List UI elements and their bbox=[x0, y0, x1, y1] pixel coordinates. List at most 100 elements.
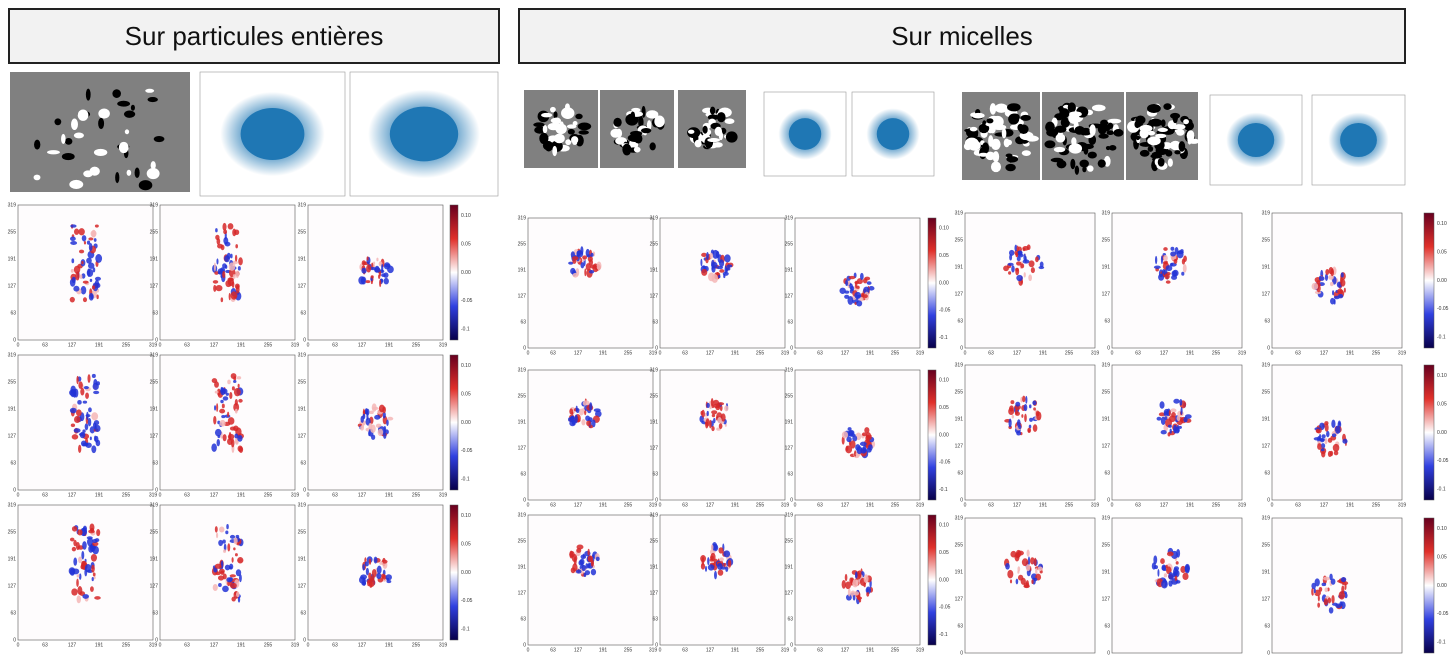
pattern-blob bbox=[80, 286, 87, 295]
colorbar-tick-label: 0.05 bbox=[461, 241, 471, 247]
pattern-blob bbox=[1327, 450, 1332, 457]
pattern-blob bbox=[358, 276, 366, 285]
pattern-blob bbox=[590, 568, 597, 576]
x-tick-label: 319 bbox=[1238, 502, 1247, 508]
pattern-blob bbox=[1340, 272, 1344, 278]
y-tick-label: 319 bbox=[8, 502, 17, 508]
pattern-blob bbox=[1182, 263, 1187, 273]
x-tick-label: 255 bbox=[264, 342, 273, 348]
y-tick-label: 0 bbox=[523, 642, 526, 648]
colorbar-tick-label: 0.10 bbox=[461, 363, 471, 369]
pattern-blob bbox=[587, 555, 593, 563]
pattern-blob bbox=[705, 418, 710, 427]
pattern-blob bbox=[232, 274, 236, 279]
pattern-blob bbox=[579, 408, 584, 416]
pattern-blob bbox=[1164, 273, 1170, 280]
pattern-blob bbox=[78, 444, 82, 453]
pattern-blob bbox=[573, 556, 577, 566]
density-blob bbox=[115, 171, 120, 184]
pattern-blob bbox=[1151, 562, 1157, 570]
y-tick-label: 255 bbox=[298, 529, 307, 535]
pattern-blob bbox=[1160, 416, 1166, 426]
colorbar: 0.10 0.05 0.00 -0.05 -0.1 bbox=[927, 369, 951, 501]
pattern-blob bbox=[76, 574, 80, 578]
pattern-blob bbox=[718, 547, 724, 554]
pattern-blob bbox=[710, 397, 714, 407]
pattern-blob bbox=[1028, 274, 1033, 282]
pattern-blob bbox=[386, 577, 390, 581]
density-blob bbox=[986, 118, 994, 124]
scatter-plot bbox=[1311, 94, 1406, 186]
pattern-blob bbox=[711, 425, 715, 432]
density-blob bbox=[969, 126, 978, 132]
pattern-blob bbox=[383, 277, 389, 285]
density-blob bbox=[622, 143, 632, 156]
density-blob bbox=[725, 131, 738, 143]
y-tick-label: 255 bbox=[8, 529, 17, 535]
pattern-blob bbox=[868, 286, 875, 291]
pattern-blob bbox=[584, 570, 591, 576]
pattern-blob bbox=[70, 389, 76, 398]
pattern-blob bbox=[595, 556, 600, 562]
pattern-blob bbox=[586, 254, 591, 258]
x-tick-label: 63 bbox=[682, 350, 688, 356]
y-tick-label: 127 bbox=[650, 445, 659, 451]
pattern-blob bbox=[214, 428, 222, 437]
pattern-blob bbox=[1007, 569, 1014, 579]
scatter-plot bbox=[349, 71, 499, 197]
pattern-blob bbox=[88, 407, 92, 413]
pattern-blob bbox=[1176, 549, 1181, 558]
x-tick-label: 63 bbox=[550, 350, 556, 356]
pattern-blob bbox=[845, 445, 853, 454]
pattern-blob bbox=[94, 224, 99, 228]
pattern-blob bbox=[1166, 566, 1172, 575]
x-tick-label: 191 bbox=[866, 647, 875, 653]
density-blob bbox=[533, 122, 545, 127]
pattern-blob bbox=[710, 544, 714, 551]
y-tick-label: 319 bbox=[785, 215, 794, 221]
y-tick-label: 191 bbox=[298, 406, 307, 412]
pattern-blob bbox=[1332, 443, 1340, 452]
pattern-blob bbox=[1326, 430, 1330, 438]
plot-frame bbox=[1111, 212, 1243, 349]
pattern-blob bbox=[1324, 273, 1329, 281]
colorbar-tick-label: 0.10 bbox=[939, 378, 949, 384]
pattern-blob bbox=[81, 235, 87, 242]
pattern-blob bbox=[233, 537, 238, 545]
pattern-blob bbox=[1014, 244, 1018, 252]
x-tick-label: 0 bbox=[307, 342, 310, 348]
pattern-blob bbox=[87, 374, 91, 383]
pattern-blob bbox=[847, 427, 852, 431]
pattern-blob bbox=[1324, 421, 1329, 426]
x-tick-label: 0 bbox=[527, 502, 530, 508]
pattern-blob bbox=[706, 251, 709, 261]
colorbar-tick-label: -0.1 bbox=[939, 335, 948, 341]
pattern-blob bbox=[90, 586, 94, 592]
x-tick-label: 127 bbox=[1013, 502, 1022, 508]
colorbar: 0.10 0.05 0.00 -0.05 -0.1 bbox=[1423, 364, 1449, 501]
y-tick-label: 0 bbox=[13, 637, 16, 643]
pattern-blob bbox=[232, 228, 237, 237]
pattern-blob bbox=[1171, 412, 1176, 418]
pattern-blob bbox=[215, 285, 223, 292]
pattern-blob bbox=[88, 293, 94, 301]
pattern-blob bbox=[84, 563, 92, 573]
density-blob bbox=[145, 88, 155, 93]
pattern-blob bbox=[214, 271, 219, 275]
y-tick-label: 191 bbox=[518, 419, 527, 425]
y-tick-label: 63 bbox=[957, 623, 963, 629]
pattern-blob bbox=[706, 402, 710, 409]
pattern-blob bbox=[237, 445, 243, 452]
pattern-blob bbox=[81, 550, 85, 560]
pattern-blob bbox=[1331, 419, 1336, 429]
pattern-blob bbox=[854, 281, 860, 285]
pattern-blob bbox=[69, 407, 77, 414]
pattern-blob bbox=[93, 390, 100, 395]
x-tick-label: 255 bbox=[1372, 350, 1381, 356]
pattern-blob bbox=[1016, 274, 1023, 282]
x-tick-label: 191 bbox=[731, 647, 740, 653]
x-tick-label: 0 bbox=[17, 642, 20, 648]
